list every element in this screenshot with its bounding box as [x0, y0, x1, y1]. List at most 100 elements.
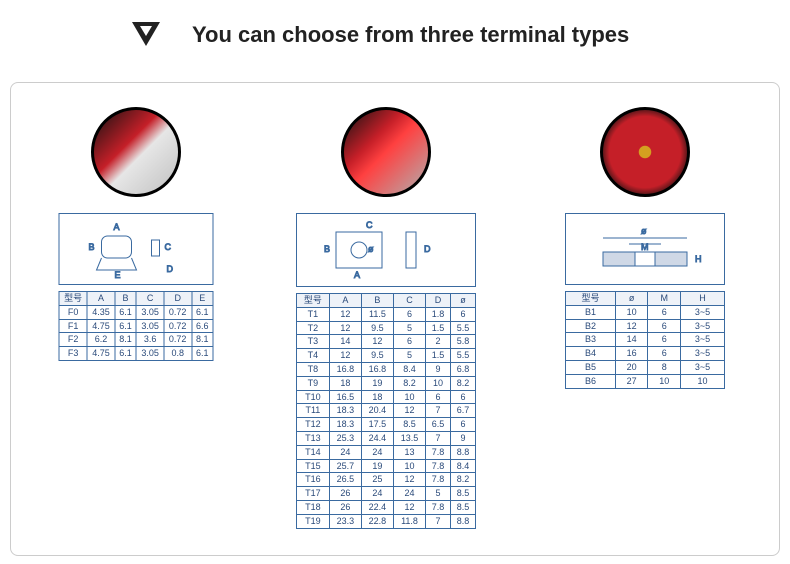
table-cell: T15 [297, 459, 330, 473]
table-cell: 10 [393, 390, 425, 404]
table-cell: 4.35 [87, 305, 115, 319]
table-cell: 6 [648, 347, 681, 361]
table-cell: 16.8 [329, 362, 361, 376]
table-row: T1325.324.413.579 [297, 431, 476, 445]
table-cell: 0.72 [164, 305, 192, 319]
table-cell: 24 [393, 487, 425, 501]
table-cell: T8 [297, 362, 330, 376]
schematic-1: A B C D E [59, 213, 214, 285]
table-cell: 5.5 [451, 321, 476, 335]
table-cell: 24.4 [361, 431, 393, 445]
table-cell: 25.3 [329, 431, 361, 445]
table-cell: F2 [59, 333, 87, 347]
table-cell: 6.1 [192, 305, 214, 319]
col-header: ø [451, 294, 476, 308]
table-cell: F0 [59, 305, 87, 319]
svg-text:D: D [166, 264, 173, 274]
table-cell: 14 [329, 335, 361, 349]
table-cell: 1.5 [426, 321, 451, 335]
col-header: ø [615, 292, 648, 306]
svg-text:B: B [324, 244, 330, 254]
table-cell: 0.72 [164, 333, 192, 347]
table-cell: 8.4 [393, 362, 425, 376]
table-cell: 6.1 [192, 347, 214, 361]
table-cell: 6 [393, 335, 425, 349]
table-row: T816.816.88.496.8 [297, 362, 476, 376]
table-cell: T11 [297, 404, 330, 418]
table-row: T1525.719107.88.4 [297, 459, 476, 473]
table-row: T182622.4127.88.5 [297, 500, 476, 514]
table-row: F04.356.13.050.726.1 [59, 305, 213, 319]
table-cell: 12 [329, 349, 361, 363]
table-cell: 7.8 [426, 459, 451, 473]
col-header: H [680, 292, 724, 306]
table-cell: 18 [361, 390, 393, 404]
table-row: B6271010 [566, 374, 725, 388]
table-cell: 22.8 [361, 514, 393, 528]
table-row: B52083~5 [566, 360, 725, 374]
terminal-photo-2 [341, 107, 431, 197]
table-cell: 6 [648, 305, 681, 319]
table-cell: 19 [361, 459, 393, 473]
table-cell: T12 [297, 418, 330, 432]
table-cell: 6.7 [451, 404, 476, 418]
table-cell: 0.8 [164, 347, 192, 361]
table-cell: 3~5 [680, 305, 724, 319]
spec-panel: A B C D E 型号ABCDE F04.356.13.050.726.1F1… [10, 82, 780, 556]
spec-table-2: 型号ABCDø T11211.561.86T2129.551.55.5T3141… [296, 293, 476, 529]
table-cell: 7 [426, 431, 451, 445]
table-cell: 6 [426, 390, 451, 404]
table-cell: 10 [648, 374, 681, 388]
table-cell: 16.8 [361, 362, 393, 376]
col-header: E [192, 292, 214, 306]
table-row: T31412625.8 [297, 335, 476, 349]
table-cell: T9 [297, 376, 330, 390]
col-header: 型号 [297, 294, 330, 308]
table-cell: B2 [566, 319, 616, 333]
svg-text:ø: ø [368, 244, 374, 254]
table-cell: T3 [297, 335, 330, 349]
table-cell: 8.4 [451, 459, 476, 473]
table-cell: 8.5 [451, 487, 476, 501]
col-header: M [648, 292, 681, 306]
table-cell: 6 [451, 307, 476, 321]
table-cell: 8.1 [192, 333, 214, 347]
schematic-3: ø M H [565, 213, 725, 285]
table-cell: 9 [426, 362, 451, 376]
table-cell: 7 [426, 514, 451, 528]
table-row: B21263~5 [566, 319, 725, 333]
table-cell: 5.8 [451, 335, 476, 349]
table-cell: 10 [393, 459, 425, 473]
schematic-2: A B C D ø [296, 213, 476, 287]
terminal-type-1: A B C D E 型号ABCDE F04.356.13.050.726.1F1… [11, 83, 261, 555]
svg-text:E: E [114, 270, 120, 280]
table-cell: 3~5 [680, 319, 724, 333]
table-cell: 17.5 [361, 418, 393, 432]
table-cell: B5 [566, 360, 616, 374]
table-cell: 25.7 [329, 459, 361, 473]
table-cell: 13.5 [393, 431, 425, 445]
table-cell: 7 [426, 404, 451, 418]
terminal-photo-1 [91, 107, 181, 197]
table-cell: T16 [297, 473, 330, 487]
table-cell: 12 [329, 321, 361, 335]
table-row: T4129.551.55.5 [297, 349, 476, 363]
table-cell: 0.72 [164, 319, 192, 333]
table-cell: 3.6 [136, 333, 164, 347]
table-cell: 12 [393, 404, 425, 418]
table-cell: 13 [393, 445, 425, 459]
table-cell: 3~5 [680, 360, 724, 374]
table-row: B41663~5 [566, 347, 725, 361]
table-row: T1218.317.58.56.56 [297, 418, 476, 432]
table-cell: T17 [297, 487, 330, 501]
table-cell: 19 [361, 376, 393, 390]
table-cell: F3 [59, 347, 87, 361]
svg-text:ø: ø [641, 226, 647, 236]
table-cell: 8.5 [393, 418, 425, 432]
table-row: T2129.551.55.5 [297, 321, 476, 335]
table-row: T918198.2108.2 [297, 376, 476, 390]
table-cell: 24 [361, 445, 393, 459]
table-cell: 6 [451, 418, 476, 432]
table-cell: 12 [615, 319, 648, 333]
table-cell: 16.5 [329, 390, 361, 404]
